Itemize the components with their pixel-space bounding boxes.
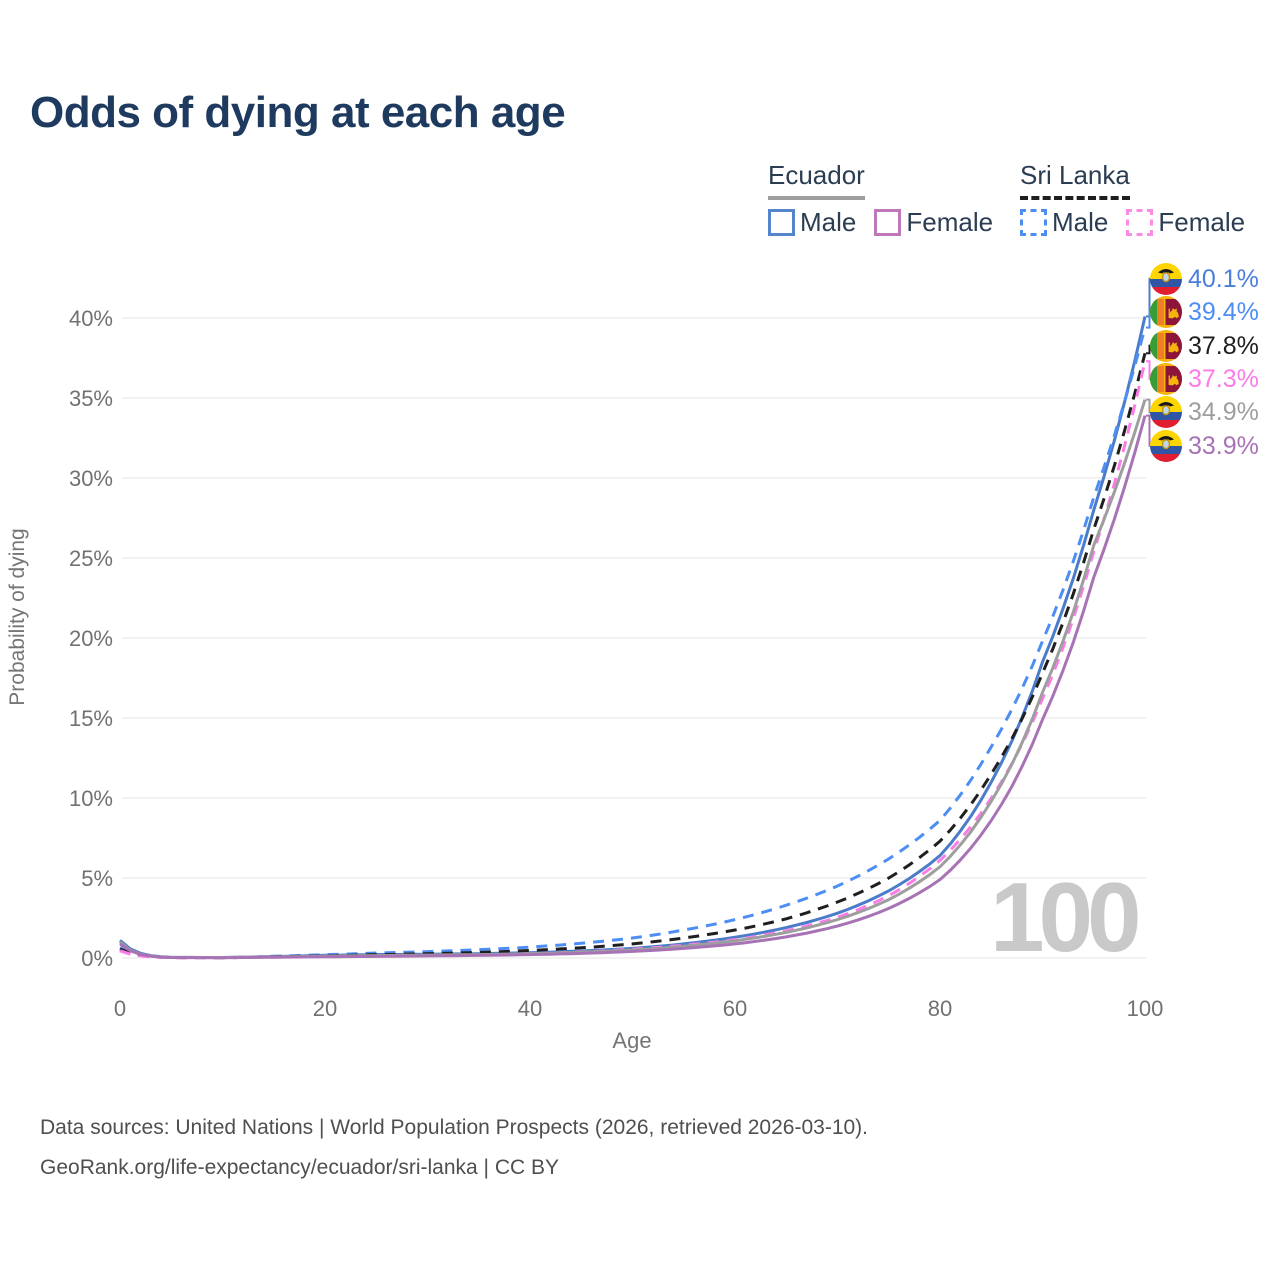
y-tick-label: 30% bbox=[69, 466, 113, 491]
ecuador-female-swatch-icon bbox=[874, 209, 902, 236]
legend-item-sri-lanka-female[interactable]: Female bbox=[1126, 207, 1245, 238]
x-tick-label: 60 bbox=[723, 996, 747, 1021]
end-label-sri-lanka-male: 39.4% bbox=[1150, 295, 1259, 329]
ecuador-flag-icon bbox=[1150, 263, 1182, 295]
end-label-ecuador-male: 40.1% bbox=[1150, 262, 1259, 296]
x-tick-label: 100 bbox=[1127, 996, 1164, 1021]
legend-item-sri-lanka-male[interactable]: Male bbox=[1020, 207, 1108, 238]
legend-label: Female bbox=[906, 207, 994, 237]
age-watermark: 100 bbox=[990, 862, 1141, 972]
x-axis-title: Age bbox=[612, 1028, 652, 1053]
sri-lanka-male-swatch-icon bbox=[1020, 209, 1047, 236]
x-tick-label: 80 bbox=[928, 996, 952, 1021]
y-tick-label: 5% bbox=[81, 866, 113, 891]
ecuador-flag-icon bbox=[1150, 430, 1182, 462]
end-label-sri-lanka-both: 37.8% bbox=[1150, 329, 1259, 363]
line-sri-lanka-both bbox=[119, 352, 1147, 960]
end-label-value: 37.3% bbox=[1188, 364, 1259, 393]
y-tick-label: 40% bbox=[69, 306, 113, 331]
y-tick-label: 25% bbox=[69, 546, 113, 571]
end-label-ecuador-both: 34.9% bbox=[1150, 395, 1259, 429]
end-label-value: 39.4% bbox=[1188, 297, 1259, 326]
legend-label: Female bbox=[1158, 207, 1246, 237]
legend-group-sri-lanka: Sri Lanka Male Female bbox=[1020, 160, 1245, 238]
x-tick-label: 0 bbox=[114, 996, 126, 1021]
end-label-sri-lanka-female: 37.3% bbox=[1150, 362, 1259, 396]
legend-item-ecuador-male[interactable]: Male bbox=[768, 207, 856, 238]
sri-lanka-female-swatch-icon bbox=[1126, 209, 1154, 236]
page-title: Odds of dying at each age bbox=[30, 88, 566, 137]
legend-items-sri-lanka: Male Female bbox=[1020, 207, 1245, 238]
y-tick-label: 10% bbox=[69, 786, 113, 811]
y-tick-label: 0% bbox=[81, 946, 113, 971]
attribution-line: GeoRank.org/life-expectancy/ecuador/sri-… bbox=[40, 1155, 560, 1179]
end-label-value: 40.1% bbox=[1188, 264, 1259, 293]
ecuador-male-swatch-icon bbox=[768, 209, 795, 236]
ecuador-flag-icon bbox=[1150, 396, 1182, 428]
sri-lanka-flag-icon bbox=[1150, 296, 1182, 328]
end-label-value: 37.8% bbox=[1188, 331, 1259, 360]
legend-items-ecuador: Male Female bbox=[768, 207, 993, 238]
sri-lanka-flag-icon bbox=[1150, 363, 1182, 395]
end-label-ecuador-female: 33.9% bbox=[1150, 429, 1259, 463]
line-ecuador-both bbox=[119, 399, 1147, 959]
legend-item-ecuador-female[interactable]: Female bbox=[874, 207, 993, 238]
end-label-value: 33.9% bbox=[1188, 431, 1259, 460]
y-tick-label: 15% bbox=[69, 706, 113, 731]
line-ecuador-female bbox=[119, 415, 1147, 960]
x-tick-label: 40 bbox=[518, 996, 542, 1021]
data-sources-line: Data sources: United Nations | World Pop… bbox=[40, 1116, 869, 1139]
legend-label: Male bbox=[800, 207, 857, 237]
legend-country-ecuador[interactable]: Ecuador bbox=[768, 160, 865, 200]
sri-lanka-flag-icon bbox=[1150, 330, 1182, 362]
legend-group-ecuador: Ecuador Male Female bbox=[768, 160, 993, 238]
legend-country-sri-lanka[interactable]: Sri Lanka bbox=[1020, 160, 1130, 200]
line-sri-lanka-female bbox=[119, 360, 1147, 960]
end-label-value: 34.9% bbox=[1188, 397, 1259, 426]
legend-label: Male bbox=[1052, 207, 1109, 237]
line-sri-lanka-male bbox=[119, 327, 1147, 959]
footer: Data sources: United Nations | World Pop… bbox=[40, 1108, 868, 1188]
line-ecuador-male bbox=[119, 316, 1147, 959]
y-tick-label: 35% bbox=[69, 386, 113, 411]
x-tick-label: 20 bbox=[313, 996, 337, 1021]
y-axis-title: Probability of dying bbox=[6, 528, 29, 706]
y-tick-label: 20% bbox=[69, 626, 113, 651]
